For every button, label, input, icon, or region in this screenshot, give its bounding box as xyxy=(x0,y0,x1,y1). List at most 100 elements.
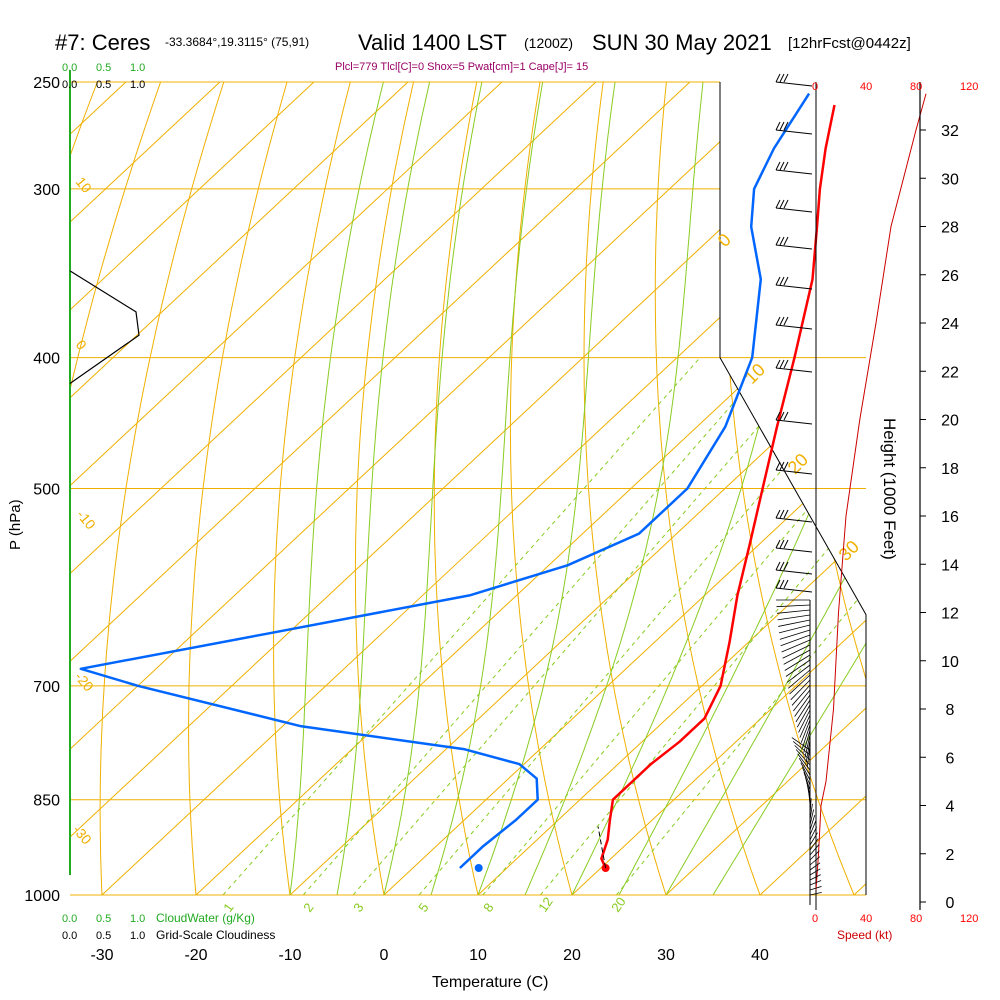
wind-barb-lower-15 xyxy=(789,674,811,695)
wind-barb-upper-9 xyxy=(775,469,813,475)
wind-barb-feather-5-0 xyxy=(775,276,781,286)
wind-barb-feather-2-2 xyxy=(783,161,789,171)
dry-adiabat-10 xyxy=(433,82,486,895)
wind-barb-lower-45 xyxy=(809,809,815,826)
wind-barb-feather-10-1 xyxy=(779,509,785,519)
wind-barb-upper-1 xyxy=(775,129,813,135)
wind-barb-lower-4 xyxy=(778,619,811,627)
mixing-ratio-20 xyxy=(615,357,866,895)
wind-barb-feather-13-1 xyxy=(779,579,785,589)
dewpoint-line xyxy=(79,92,811,869)
speed-tick-bottom-0: 0 xyxy=(812,913,818,925)
speed-axis-label: Speed (kt) xyxy=(837,928,892,942)
mixing-ratio-label-5: 12 xyxy=(535,894,556,914)
wind-barb-lower-30 xyxy=(791,737,811,751)
wind-barb-lower-7 xyxy=(780,634,811,647)
wind-barb-feather-12-0 xyxy=(775,561,781,571)
mixing-ratio-3 xyxy=(352,357,819,895)
cloudwater-tick-bottom-2: 1.0 xyxy=(130,913,145,925)
wind-barb-lower-5 xyxy=(778,624,811,634)
height-tick-4: 4 xyxy=(946,799,955,816)
wind-barb-upper-3 xyxy=(775,207,813,213)
isotherm--80 xyxy=(70,82,503,895)
wind-barb-feather-7-2 xyxy=(783,359,789,369)
wind-barb-upper-11 xyxy=(775,547,813,553)
wind-barb-upper-10 xyxy=(775,517,813,523)
wind-barb-lower-59 xyxy=(809,891,822,896)
temperature-tick--30: -30 xyxy=(90,947,113,964)
moist-adiabat-35 xyxy=(712,82,866,895)
speed-tick-top-2: 80 xyxy=(910,81,922,93)
wind-speed-line xyxy=(815,93,927,890)
cloudwater-tick-bottom-0: 0.0 xyxy=(62,913,77,925)
wind-barb-feather-12-1 xyxy=(779,561,785,571)
cloudwater-tick-top-2: 1.0 xyxy=(130,62,145,74)
wind-barb-upper-4 xyxy=(775,244,813,250)
dry-adiabat--20 xyxy=(188,82,295,895)
wind-barb-lower-52 xyxy=(809,850,820,861)
wind-barb-feather-13-2 xyxy=(783,579,789,589)
wind-barb-lower-2 xyxy=(776,609,811,614)
y-axis-title: P (hPa) xyxy=(7,499,24,550)
height-tick-14: 14 xyxy=(941,557,959,574)
pressure-tick-300: 300 xyxy=(33,182,60,199)
wind-barb-lower-56 xyxy=(809,874,821,881)
mixing-ratio-2 xyxy=(302,357,774,895)
wind-layer xyxy=(775,73,927,910)
wind-barb-lower-12 xyxy=(785,659,811,677)
wind-barb-lower-27 xyxy=(804,734,811,758)
speed-tick-bottom-1: 40 xyxy=(860,913,872,925)
dry-adiabat-label-4: -30 xyxy=(70,822,95,848)
wind-barb-lower-17 xyxy=(791,684,811,706)
cloudiness-label: Grid-Scale Cloudiness xyxy=(156,928,275,942)
moist-adiabat-15 xyxy=(524,82,704,895)
moist-adiabat-25 xyxy=(618,82,866,895)
pressure-tick-850: 850 xyxy=(33,793,60,810)
moist-adiabat-30 xyxy=(665,82,866,895)
wind-barb-feather-0-2 xyxy=(783,73,789,83)
mixing-ratio-label-1: 2 xyxy=(300,900,316,915)
wind-barb-feather-4-1 xyxy=(779,236,785,246)
dry-adiabat-80 xyxy=(919,58,1000,924)
cloudwater-tick-top-1: 0.5 xyxy=(96,62,111,74)
wind-barb-feather-1-2 xyxy=(783,121,789,131)
wind-barb-feather-10-0 xyxy=(775,509,781,519)
wind-barb-lower-54 xyxy=(809,862,821,871)
wind-barb-upper-8 xyxy=(775,419,813,425)
wind-barb-lower-50 xyxy=(809,838,819,851)
dry-adiabat-label-0: 10 xyxy=(73,174,95,196)
dry-adiabat-30 xyxy=(583,82,676,895)
wind-barb-feather-5-2 xyxy=(783,276,789,286)
wind-barb-feather-6-2 xyxy=(783,316,789,326)
cloudiness-tick-top-1: 0.5 xyxy=(96,79,111,91)
wind-barb-feather-3-2 xyxy=(783,199,789,209)
wind-barb-feather-9-0 xyxy=(775,461,781,471)
wind-barb-lower-3 xyxy=(777,614,811,621)
wind-barb-lower-11 xyxy=(784,654,811,671)
wind-barb-lower-22 xyxy=(798,709,811,733)
temperature-tick-0: 0 xyxy=(380,947,389,964)
moist-adiabat-10 xyxy=(477,82,616,895)
temperature-tick--10: -10 xyxy=(278,947,301,964)
wind-barb-lower-9 xyxy=(782,644,811,659)
wind-barb-lower-36 xyxy=(800,762,811,781)
wind-barb-feather-4-2 xyxy=(783,236,789,246)
wind-barb-lower-47 xyxy=(809,820,817,836)
dry-adiabat-70 xyxy=(855,82,866,895)
height-tick-18: 18 xyxy=(941,461,959,478)
wind-barb-lower-23 xyxy=(799,714,811,738)
moist-adiabat--10 xyxy=(289,82,384,895)
wind-barb-feather-1-1 xyxy=(779,121,785,131)
wind-barb-upper-2 xyxy=(775,169,813,175)
wind-barb-feather-2-0 xyxy=(775,161,781,171)
station-title: #7: Ceres xyxy=(55,30,150,55)
dry-adiabat-right-label-3: 30 xyxy=(835,537,863,565)
wind-barb-lower-26 xyxy=(803,729,811,753)
dry-adiabat--10 xyxy=(273,82,358,895)
wind-barb-lower-58 xyxy=(809,886,822,891)
cloudiness-tick-bottom-0: 0.0 xyxy=(62,930,77,942)
speed-tick-top-1: 40 xyxy=(860,81,872,93)
cloudwater-tick-bottom-1: 0.5 xyxy=(96,913,111,925)
wind-barb-feather-1-0 xyxy=(775,121,781,131)
